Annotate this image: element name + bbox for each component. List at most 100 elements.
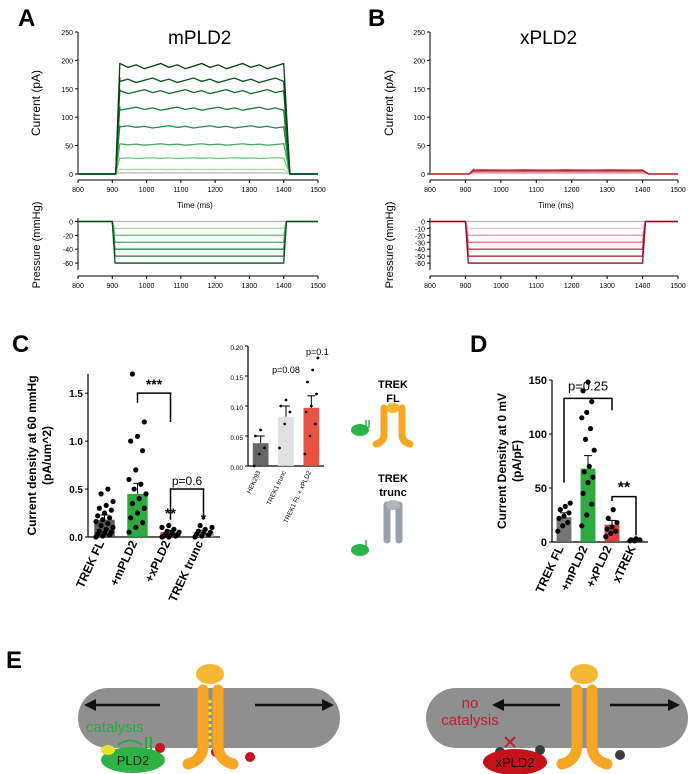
data-point [579,415,585,421]
data-point [278,446,281,450]
data-point [561,513,567,519]
y-tick-label: 0.20 [230,345,243,352]
data-point [131,486,137,492]
p-value-label: p=0.08 [272,365,300,375]
data-point [108,529,114,535]
y-tick-label: 50 [535,483,547,495]
data-point [129,500,135,507]
y-tick-label: -20 [415,233,425,240]
y-tick-label: -40 [415,247,425,254]
y-axis-label-line1: Current density at 60 mmHg [25,375,39,535]
data-point [316,356,320,360]
data-point [110,498,116,505]
data-point [257,452,261,456]
catalysis-label-right: catalysis [441,712,499,729]
data-point [582,436,589,442]
x-tick-label: 1200 [564,283,580,290]
data-point [263,446,266,450]
trek-right-channel-icon [556,684,613,770]
trace-line [78,77,318,175]
data-point [587,426,594,432]
significance-label: ** [618,480,631,497]
bar [303,407,320,466]
data-point [134,433,141,439]
data-point [308,434,312,438]
y-tick-label: -20 [63,233,73,240]
trace-line [430,168,678,175]
y-tick-label: 250 [61,30,73,37]
y-tick-label: 0 [421,219,425,226]
data-point [614,519,620,526]
y-tick-label: 1.5 [69,389,83,400]
catalysis-arrow-icon [117,739,143,746]
y-tick-label: 0.0 [69,533,83,544]
data-point [562,503,568,509]
panel-letter-e: E [6,647,22,674]
y-tick-label: 0 [541,537,547,549]
x-tick-label: 1300 [242,187,258,194]
data-point [126,476,132,483]
y-tick-label: -60 [415,261,425,268]
panel-e-right: no catalysis xPLD2 [426,664,688,774]
data-point [584,409,590,415]
x-tick-label: 1400 [635,283,651,290]
x-tick-label: 800 [424,283,436,290]
x-tick-label: 900 [106,187,118,194]
y-tick-label: 0.05 [230,435,243,442]
data-point [609,524,615,530]
data-point [129,371,135,377]
data-point [605,515,611,521]
trek-fl-label-2: FL [386,393,400,405]
data-point [103,502,109,508]
y-tick-label: 0 [421,172,425,179]
x-tick-label: 1000 [139,187,155,194]
data-point [133,524,139,531]
y-tick-label: 150 [413,87,425,94]
data-point [128,438,134,444]
trek-fl-schematic: TREK FL [351,379,414,448]
y-axis-label-line2: (pA/pF) [510,440,524,482]
trace-line [430,171,678,175]
data-point [197,522,203,529]
y-tick-label: 100 [61,115,73,122]
data-point [567,500,573,506]
trek-right-cap-icon [570,664,598,684]
data-point [303,452,307,456]
x-tick-label: 1000 [493,187,509,194]
data-point [140,448,146,454]
x-tick-label: 1500 [670,283,686,290]
arrowhead-right-icon-2 [668,699,680,711]
trace-line [78,143,318,175]
data-point [604,526,610,532]
bracket-1 [563,397,613,483]
trace-line [78,106,318,175]
data-point [141,505,147,511]
y-tick-label: 150 [61,87,73,94]
trace-line [78,171,318,175]
x-tick-label: 1400 [276,187,292,194]
data-point [560,523,566,529]
data-point [209,524,215,531]
bracket-2 [611,495,637,536]
trek-trunc-label-1: TREK [378,473,408,485]
data-point [304,410,308,414]
data-point [105,486,111,492]
panel-letter-c: C [12,331,29,358]
y-tick-label: 150 [529,375,547,387]
trace-line [78,157,318,175]
data-point [134,510,141,516]
data-point [159,524,165,531]
data-point [589,501,595,507]
x-tick-label: TREK1 trunc [266,469,288,506]
data-point [108,507,114,513]
data-point [93,519,99,525]
x-tick-label: 900 [106,283,118,290]
data-point [101,510,108,516]
data-point [171,526,177,532]
trek-trunc-schematic: TREK trunc [351,473,408,556]
y-tick-label: 0 [69,219,73,226]
pc-lipid-icon-3 [615,750,625,760]
pa-lipid-icon-3 [245,752,255,762]
a-current-ylabel: Current (pA) [29,70,43,136]
data-point [581,469,587,475]
